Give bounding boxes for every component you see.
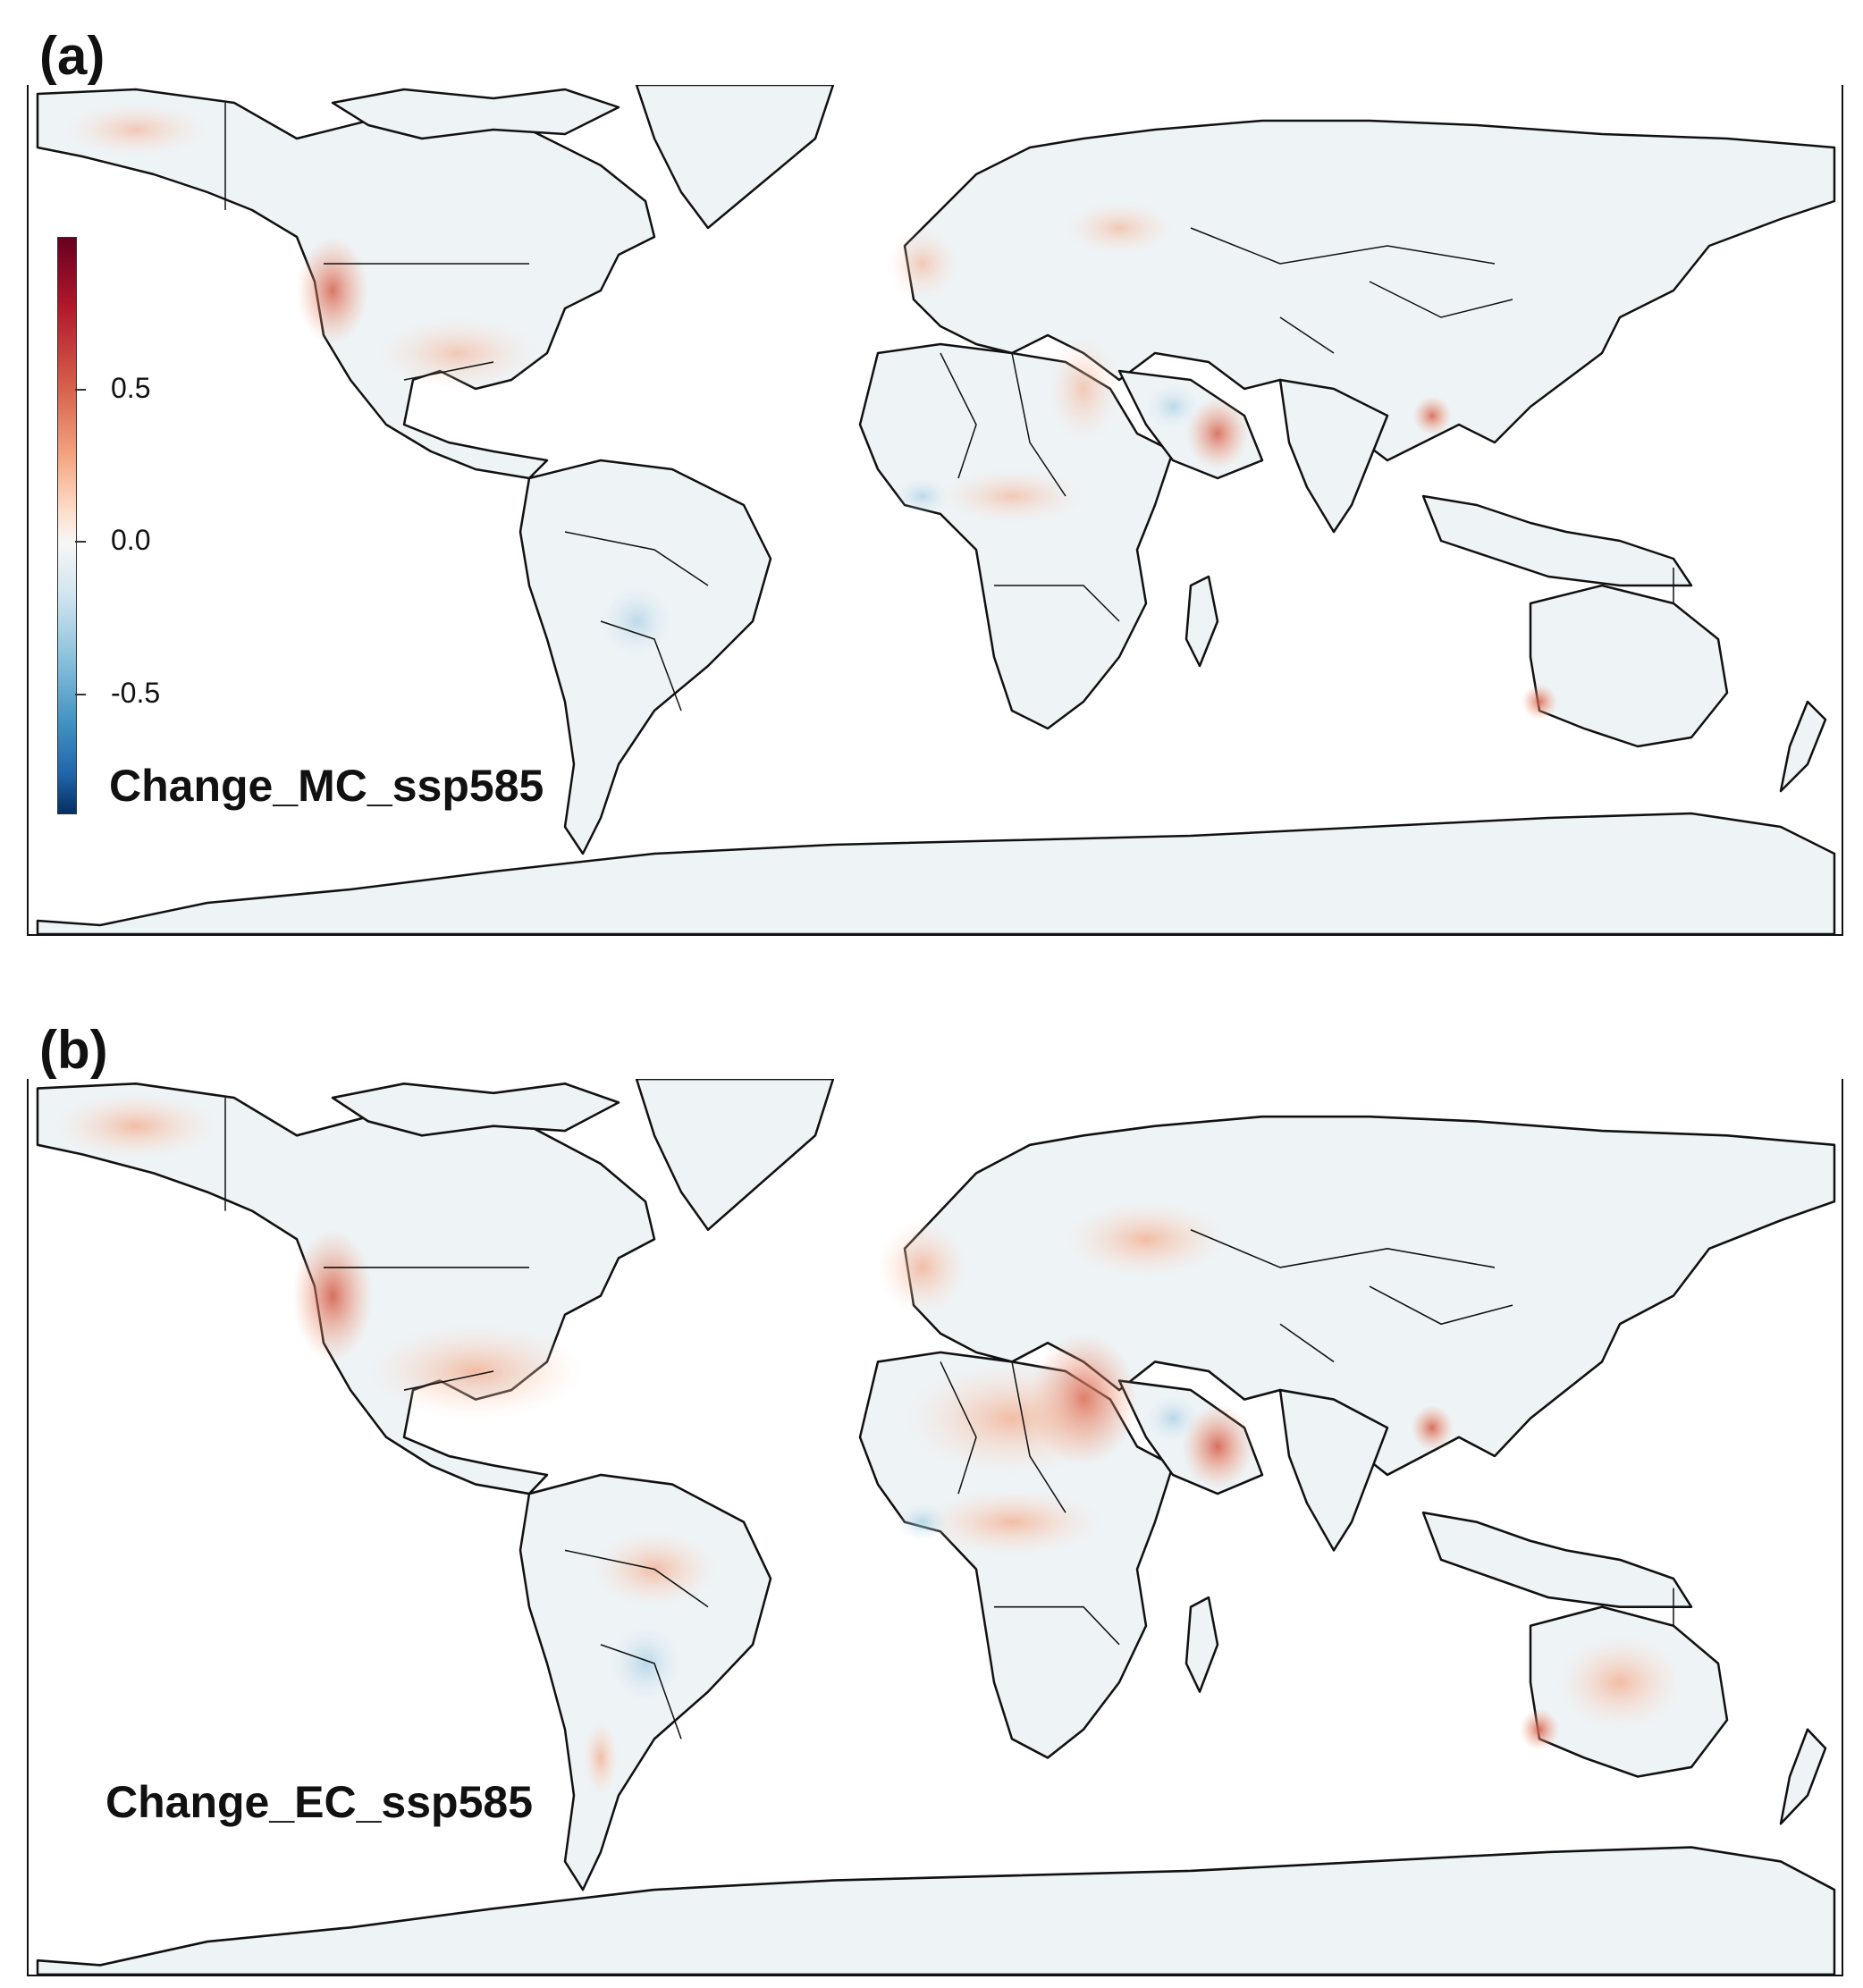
se-asia-islands — [1421, 1511, 1693, 1608]
colorbar-label: -0.5 — [111, 677, 161, 709]
antarctica — [36, 1846, 1836, 1975]
new-zealand — [1779, 700, 1827, 793]
world-map — [36, 85, 1836, 934]
world-map — [36, 1079, 1836, 1975]
panel-letter: (b) — [39, 1020, 108, 1080]
map-frame — [27, 85, 1843, 936]
australia — [1529, 584, 1729, 748]
colorbar-tick — [75, 389, 86, 391]
greenland — [635, 1079, 835, 1232]
south-america — [518, 459, 772, 855]
map-frame — [27, 1079, 1843, 1976]
panel-a: (a) — [27, 26, 1843, 936]
anomaly-overlay — [55, 1092, 1682, 1796]
africa — [858, 342, 1175, 730]
antarctica — [36, 812, 1836, 934]
new-zealand — [1779, 1728, 1827, 1825]
colorbar-tick — [75, 694, 86, 695]
colorbar-label: 0.5 — [111, 372, 151, 404]
colorbar — [57, 237, 77, 814]
map-title: Change_EC_ssp585 — [105, 1777, 534, 1827]
arctic-islands — [331, 88, 620, 140]
india — [1278, 378, 1389, 534]
panel-b: (b) — [0, 994, 1863, 1988]
india — [1278, 1388, 1389, 1552]
country-borders — [224, 103, 1674, 712]
colorbar-tick — [75, 541, 86, 543]
greenland — [635, 85, 835, 230]
arctic-islands — [331, 1082, 620, 1137]
panel-letter: (a) — [39, 26, 105, 86]
madagascar — [1184, 1596, 1219, 1693]
se-asia-islands — [1421, 494, 1693, 587]
colorbar-label: 0.0 — [111, 524, 151, 556]
map-title: Change_MC_ssp585 — [109, 761, 544, 811]
madagascar — [1184, 575, 1219, 668]
country-borders — [224, 1098, 1674, 1740]
